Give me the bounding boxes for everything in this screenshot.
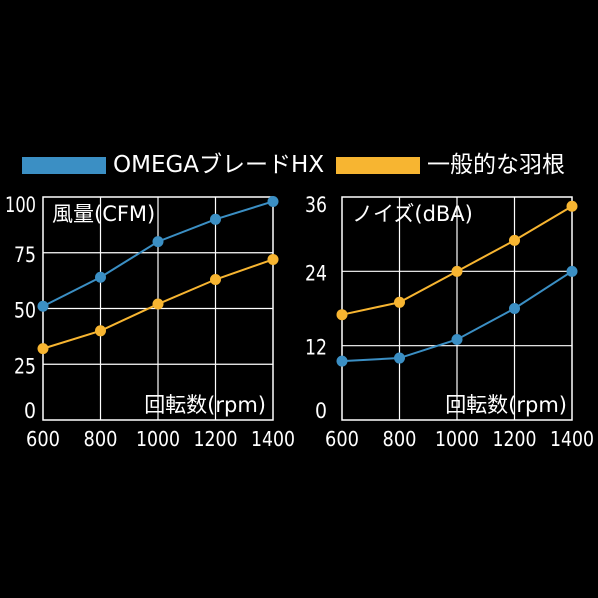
noise-series-0-point (394, 352, 405, 364)
airflow-series-1-point (152, 298, 164, 310)
airflow-y-tick-label: 0 (24, 399, 36, 423)
airflow-series-0-point (267, 195, 279, 207)
airflow-series-0-point (210, 213, 221, 225)
airflow-series-0-point (37, 300, 49, 312)
airflow-x-tick-label: 1400 (251, 427, 295, 451)
noise-series-0-point (566, 265, 578, 277)
legend-swatch-omega (22, 157, 106, 174)
noise-series-1-point (336, 309, 348, 321)
noise-series-1-point (509, 234, 520, 246)
airflow-series-1-point (37, 343, 49, 355)
noise-y-tick-label: 36 (305, 193, 327, 217)
airflow-y-tick-label: 50 (14, 299, 36, 323)
noise-series-1-point (451, 265, 463, 277)
noise-series-0-point (336, 355, 348, 367)
airflow-y-tick-label: 25 (14, 354, 36, 378)
airflow-y-tick-label: 100 (5, 193, 36, 217)
legend-label-omega: OMEGAブレードHX (113, 152, 325, 178)
noise-y-tick-label: 0 (315, 399, 327, 423)
airflow-series-0-point (152, 236, 164, 248)
airflow-series-1-point (210, 274, 221, 286)
noise-series-0-point (451, 333, 463, 345)
noise-x-tick-label: 1200 (493, 427, 537, 451)
airflow-x-tick-label: 1200 (194, 427, 238, 451)
noise-x-tick-label: 600 (325, 427, 359, 451)
noise-series-1-point (566, 200, 578, 212)
noise-series-0-point (509, 303, 520, 314)
airflow-chart-title: 風量(CFM) (52, 202, 155, 226)
legend: OMEGAブレードHX 一般的な羽根 (0, 0, 598, 200)
airflow-x-tick-label: 800 (84, 427, 118, 451)
airflow-x-axis-label: 回転数(rpm) (144, 393, 266, 417)
legend-swatch-generic (336, 157, 420, 174)
noise-x-tick-label: 1400 (550, 427, 594, 451)
airflow-series-1-point (95, 325, 106, 337)
noise-y-tick-label: 24 (305, 261, 327, 285)
airflow-y-tick-label: 75 (14, 243, 36, 267)
legend-label-generic: 一般的な羽根 (427, 152, 565, 178)
airflow-x-tick-label: 1000 (136, 427, 180, 451)
airflow-series-0-point (95, 271, 106, 283)
noise-x-tick-label: 1000 (435, 427, 479, 451)
airflow-x-tick-label: 600 (26, 427, 60, 451)
noise-chart-title: ノイズ(dBA) (352, 202, 473, 226)
noise-y-tick-label: 12 (305, 336, 327, 360)
noise-x-tick-label: 800 (383, 427, 417, 451)
airflow-series-1-point (267, 253, 279, 265)
noise-x-axis-label: 回転数(rpm) (445, 393, 567, 417)
noise-series-1-point (394, 296, 405, 308)
